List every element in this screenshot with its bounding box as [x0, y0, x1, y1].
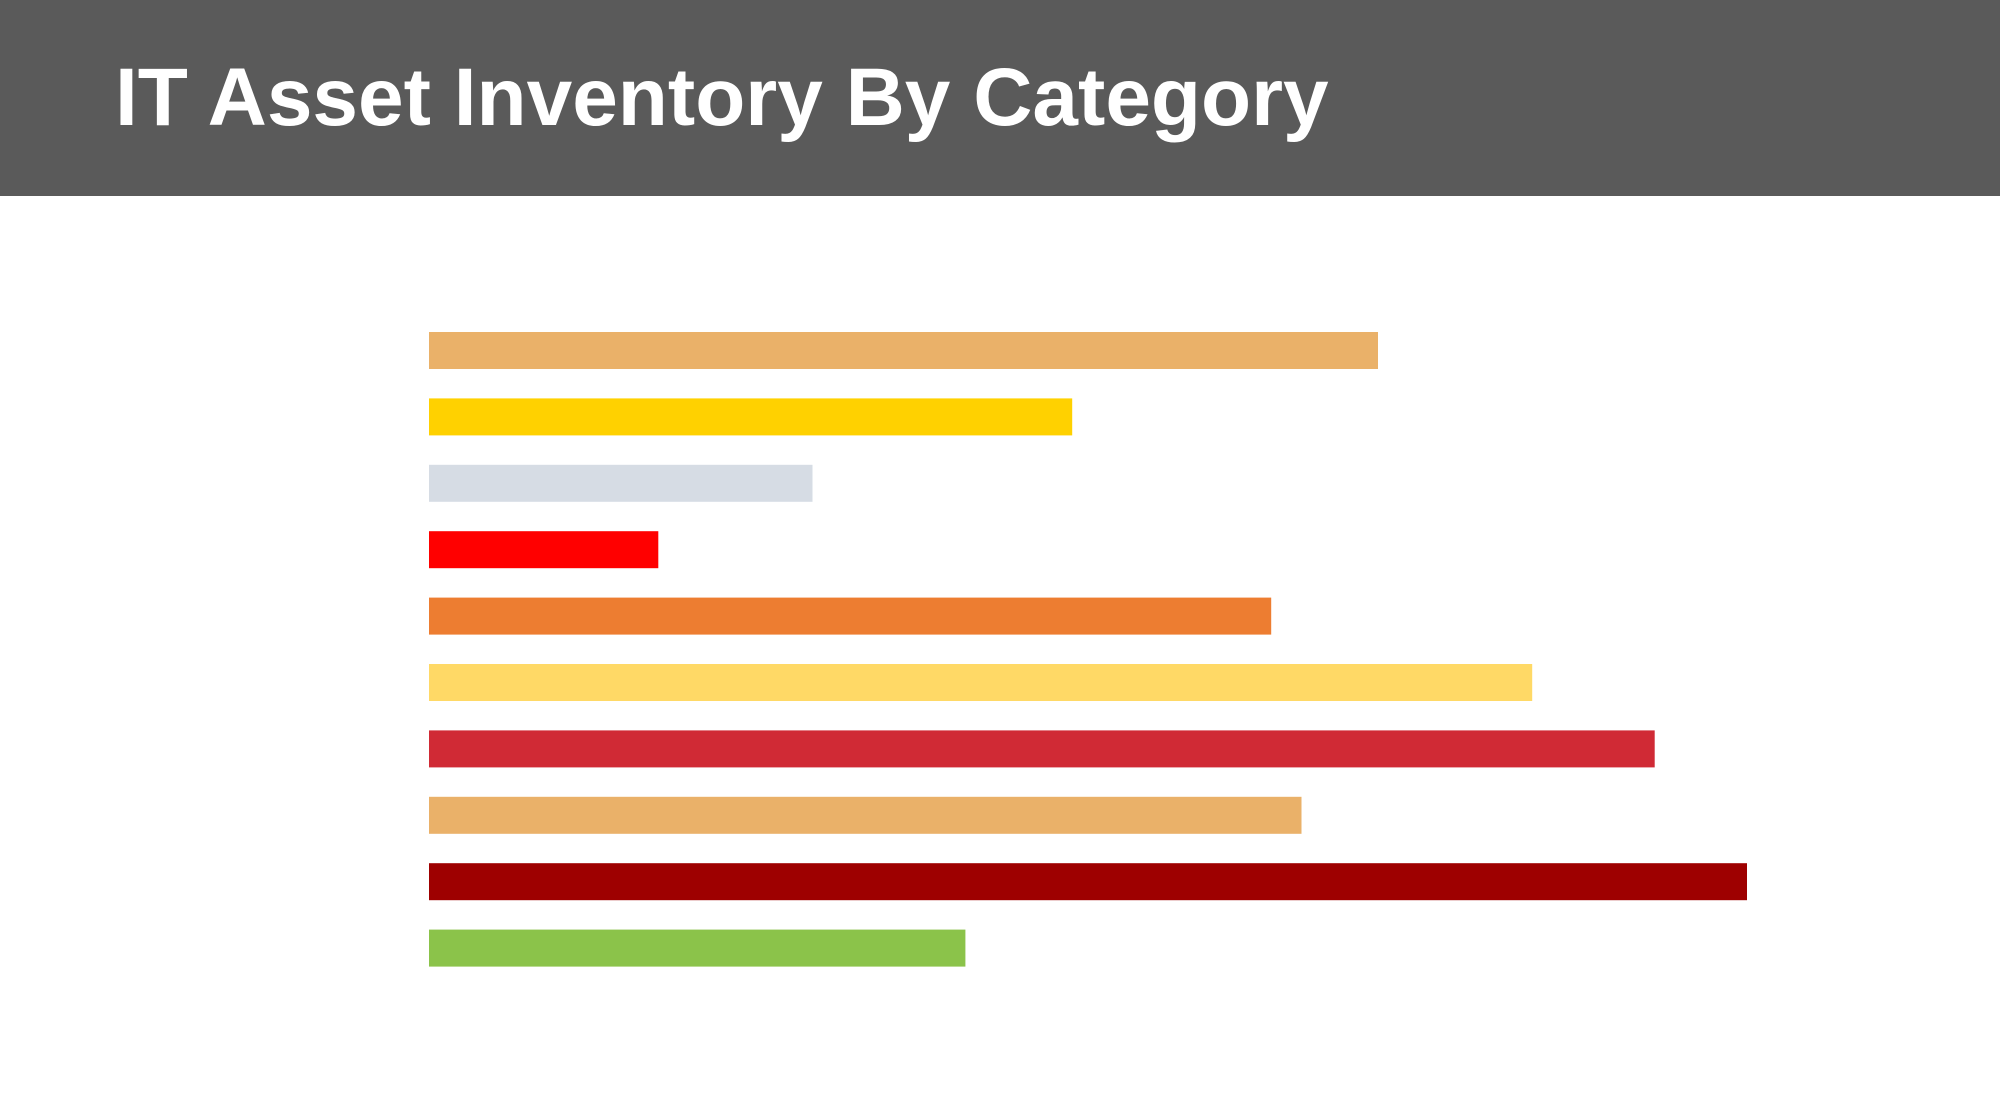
page-title: IT Asset Inventory By Category — [115, 52, 1329, 143]
bar-2 — [429, 398, 1073, 436]
bar-9 — [429, 863, 1747, 901]
bar-6 — [429, 664, 1533, 701]
bar-3 — [429, 464, 813, 502]
bar-5 — [429, 597, 1272, 635]
bar-7 — [429, 730, 1655, 768]
title-banner: IT Asset Inventory By Category — [0, 0, 2000, 196]
bar-4 — [429, 531, 659, 569]
bars-group — [429, 332, 1747, 967]
bar-10 — [429, 929, 966, 967]
bar-1 — [429, 332, 1378, 369]
bar-8 — [429, 796, 1302, 834]
